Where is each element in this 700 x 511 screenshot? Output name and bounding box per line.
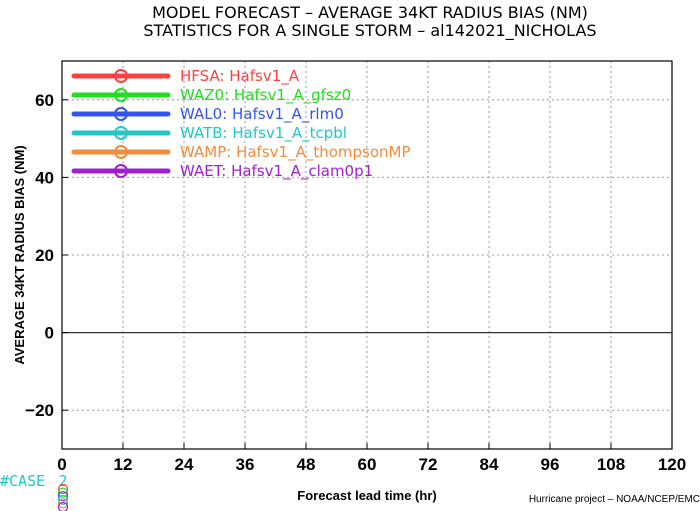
chart-title: MODEL FORECAST – AVERAGE 34KT RADIUS BIA…: [152, 3, 588, 22]
x-tick-label: 12: [114, 455, 133, 474]
legend-marker-circle: [114, 145, 128, 159]
y-tick-label: −20: [25, 401, 54, 420]
legend-marker-circle: [114, 69, 128, 83]
legend-label: WATB: Hafsv1_A_tcpbl: [180, 124, 347, 143]
legend-label: WAET: Hafsv1_A_clam0p1: [180, 162, 373, 181]
case-marker-circle: [57, 483, 69, 495]
x-tick-label: 96: [541, 455, 560, 474]
x-tick-label: 120: [658, 455, 686, 474]
legend-label: WAMP: Hafsv1_A_thompsonMP: [180, 143, 411, 162]
x-tick-label: 48: [297, 455, 316, 474]
x-tick-label: 84: [480, 455, 499, 474]
x-tick-label: 60: [358, 455, 377, 474]
case-marker-circle: [57, 494, 69, 505]
x-tick-label: 108: [597, 455, 625, 474]
x-tick-label: 24: [175, 455, 194, 474]
legend-label: WAZ0: Hafsv1_A_gfsz0: [180, 86, 351, 105]
case-label: #CASE: [0, 472, 45, 490]
x-axis-title: Forecast lead time (hr): [297, 488, 436, 503]
chart-subtitle: STATISTICS FOR A SINGLE STORM – al142021…: [143, 21, 596, 41]
y-axis-title: AVERAGE 34KT RADIUS BIAS (NM): [12, 145, 27, 364]
case-marker-circle: [57, 491, 69, 502]
legend-label: HFSA: Hafsv1_A: [180, 67, 300, 86]
legend-marker-circle: [114, 164, 128, 178]
legend-label: WAL0: Hafsv1_A_rlm0: [180, 105, 344, 124]
y-tick-label: 40: [35, 168, 54, 187]
legend-marker-circle: [114, 126, 128, 140]
x-tick-label: 0: [57, 455, 66, 474]
x-tick-label: 36: [236, 455, 255, 474]
legend-marker-circle: [114, 107, 128, 121]
case-marker-circle: [57, 501, 69, 511]
case-count: 2: [58, 472, 67, 490]
y-tick-label: 60: [35, 91, 54, 110]
ticks: 0 12 24 36 48 60 72 84 96 108 120 −20 0 20 40 60: [25, 91, 686, 474]
grid: [62, 61, 672, 449]
case-counts: 2: [58, 472, 67, 490]
y-tick-label: 0: [45, 324, 54, 343]
case-markers: [57, 483, 69, 511]
case-marker-circle: [57, 487, 69, 498]
credit-text: Hurricane project – NOAA/NCEP/EMC: [529, 494, 700, 505]
case-marker-circle: [57, 498, 69, 509]
y-tick-label: 20: [35, 246, 54, 265]
x-tick-label: 72: [419, 455, 438, 474]
legend-marker-circle: [114, 88, 128, 102]
